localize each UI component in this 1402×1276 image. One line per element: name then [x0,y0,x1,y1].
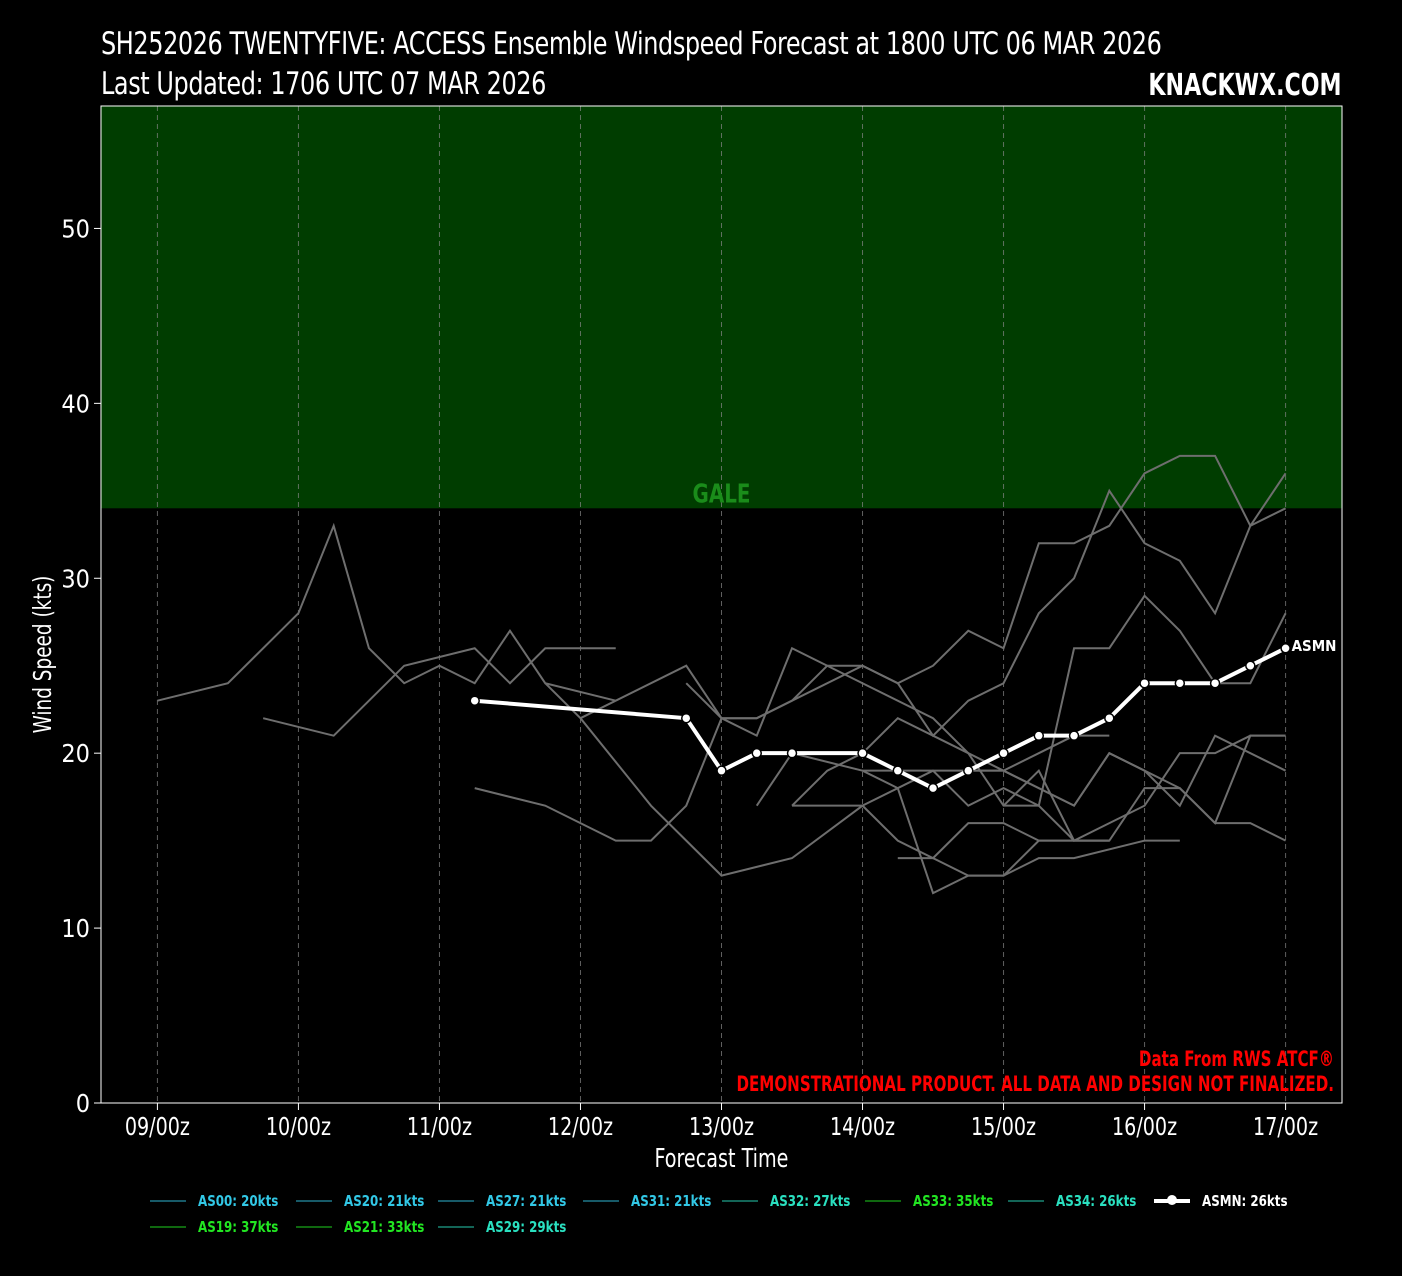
mean-point [1209,677,1221,689]
legend-swatch [296,1226,332,1228]
x-tick-label: 15/00z [971,1112,1036,1141]
member-line-7 [791,594,1287,807]
legend-label: AS31: 21kts [631,1192,712,1210]
mean-point [963,765,974,776]
legend-swatch [438,1200,474,1202]
x-tick-label: 16/00z [1112,1112,1177,1141]
member-line-10 [897,839,1180,877]
mean-point [1068,730,1080,741]
legend-label: AS32: 27kts [770,1192,851,1210]
legend-item: AS00: 20kts [150,1192,289,1210]
member-line-0 [157,522,616,702]
mean-line [474,646,1287,791]
legend-swatch [150,1226,186,1228]
legend-label: AS21: 33kts [344,1218,425,1236]
y-tick-label: 40 [61,389,90,418]
member-line-4 [580,646,1287,808]
legend-label: AS27: 21kts [486,1192,567,1210]
legend-item: AS29: 29kts [438,1218,577,1236]
legend-item: AS20: 21kts [296,1192,435,1210]
legend-item: AS27: 21kts [438,1192,577,1210]
member-line-12 [1002,734,1286,842]
legend-label: ASMN: 26kts [1202,1192,1288,1210]
x-axis-label: Forecast Time [655,1143,789,1174]
y-tick-label: 10 [61,914,90,943]
member-line-1 [262,647,616,737]
mean-point [1033,730,1045,741]
mean-point [1139,677,1150,689]
x-tick-label: 13/00z [689,1112,754,1141]
legend-swatch [722,1200,758,1202]
legend-item: AS19: 37kts [150,1218,289,1236]
legend-label: AS33: 35kts [913,1192,994,1210]
member-line-6 [755,734,1286,895]
legend-label: AS29: 29kts [486,1218,567,1236]
member-line-11 [968,734,1110,772]
mean-point [927,782,939,794]
legend-swatch [438,1226,474,1228]
mean-point [1174,677,1186,689]
legend-swatch [1154,1195,1190,1205]
disclaimer-note: DEMONSTRATIONAL PRODUCT. ALL DATA AND DE… [736,1072,1334,1096]
x-tick-label: 17/00z [1253,1112,1318,1141]
y-tick-label: 30 [61,564,90,593]
gale-label: GALE [693,479,751,509]
member-line-8 [792,804,1110,860]
x-tick-label: 11/00z [407,1112,472,1141]
member-line-5 [685,472,1287,738]
mean-point [1104,712,1115,724]
mean-point [857,747,868,759]
mean-point [751,747,763,759]
legend-swatch [1008,1200,1044,1202]
legend-item: AS33: 35kts [865,1192,1004,1210]
chart-title: SH252026 TWENTYFIVE: ACCESS Ensemble Win… [101,26,1162,62]
legend-swatch [296,1200,332,1202]
legend-label: AS34: 26kts [1056,1192,1137,1210]
x-tick-label: 12/00z [548,1112,613,1141]
mean-point [469,695,480,706]
brand-logo: KNACKWX.COM [1148,68,1342,103]
y-tick-label: 20 [61,739,90,768]
legend-item: AS32: 27kts [722,1192,861,1210]
legend-item: AS34: 26kts [1008,1192,1147,1210]
last-updated: Last Updated: 1706 UTC 07 MAR 2026 [101,66,546,102]
x-tick-label: 09/00z [125,1112,190,1141]
mean-point [1245,660,1256,671]
mean-point [786,747,798,759]
legend-item: ASMN: 26kts [1154,1192,1299,1210]
x-tick-label: 14/00z [830,1112,895,1141]
mean-point [680,712,692,724]
x-tick-label: 10/00z [266,1112,331,1141]
legend-label: AS19: 37kts [198,1218,279,1236]
mean-point [892,765,904,776]
mean-end-label: ASMN [1292,637,1337,655]
legend-label: AS00: 20kts [198,1192,279,1210]
legend-item: AS21: 33kts [296,1218,435,1236]
y-tick-label: 0 [76,1089,90,1118]
legend-swatch [150,1200,186,1202]
y-tick-label: 50 [61,214,90,243]
legend-item: AS31: 21kts [583,1192,722,1210]
legend-swatch [865,1200,901,1202]
mean-point [716,765,727,776]
source-note: Data From RWS ATCF® [1139,1047,1334,1071]
mean-point [1280,642,1291,654]
legend-swatch [583,1200,619,1202]
y-axis-label: Wind Speed (kts) [29,576,57,734]
legend-label: AS20: 21kts [344,1192,425,1210]
mean-point [998,747,1009,759]
